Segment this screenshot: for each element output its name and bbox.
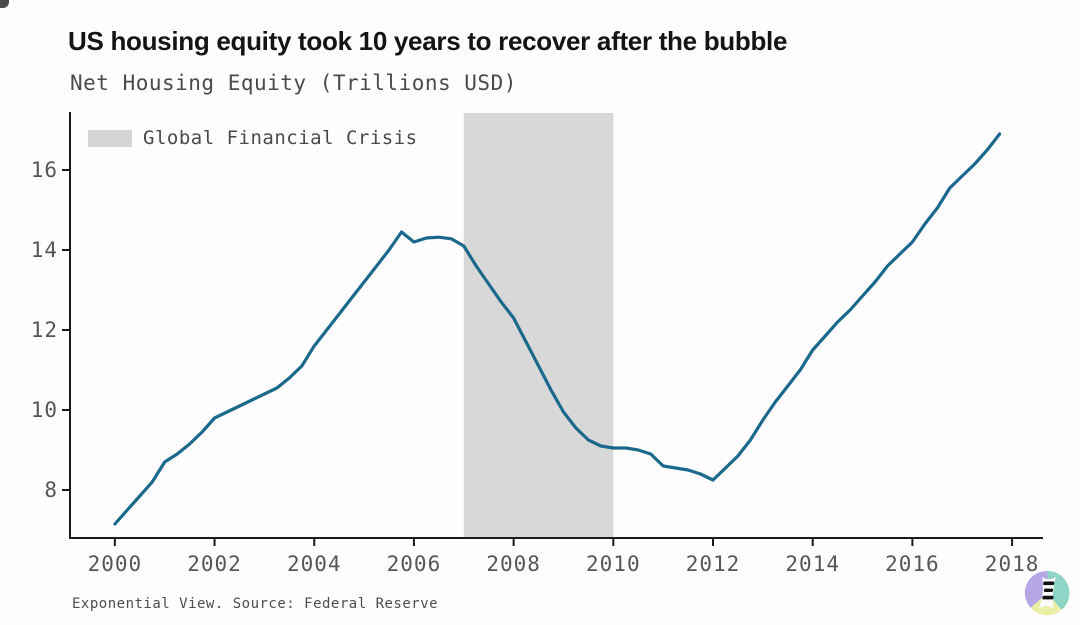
- corner-artifact: [0, 0, 9, 8]
- chart-subtitle: Net Housing Equity (Trillions USD): [70, 71, 517, 95]
- y-tick-label: 14: [31, 238, 58, 262]
- legend-label-gfc: Global Financial Crisis: [143, 127, 418, 149]
- x-tick-label: 2016: [885, 552, 940, 576]
- logo-column-icon: [1038, 577, 1057, 609]
- x-tick-label: 2006: [387, 552, 442, 576]
- source-attribution: Exponential View. Source: Federal Reserv…: [72, 596, 439, 612]
- x-tick-label: 2018: [985, 552, 1040, 576]
- chart-legend: Global Financial Crisis: [88, 127, 418, 149]
- x-tick-label: 2010: [586, 552, 641, 576]
- x-tick-label: 2000: [88, 552, 143, 576]
- y-tick-label: 10: [31, 398, 58, 422]
- page-title: US housing equity took 10 years to recov…: [68, 26, 788, 56]
- x-tick-label: 2002: [187, 552, 242, 576]
- gfc-shaded-region: [463, 113, 614, 537]
- legend-swatch-gfc: [88, 129, 132, 147]
- x-tick-label: 2014: [785, 552, 840, 576]
- net-housing-equity-line: [113, 132, 1002, 526]
- exponential-view-logo: [1024, 570, 1070, 616]
- y-tick-label: 16: [31, 158, 58, 182]
- y-tick-label: 8: [44, 478, 58, 502]
- x-tick-label: 2008: [486, 552, 541, 576]
- x-tick-label: 2004: [287, 552, 342, 576]
- logo-sector-purple-icon: [1024, 570, 1048, 608]
- x-tick-label: 2012: [686, 552, 741, 576]
- y-tick-label: 12: [31, 318, 58, 342]
